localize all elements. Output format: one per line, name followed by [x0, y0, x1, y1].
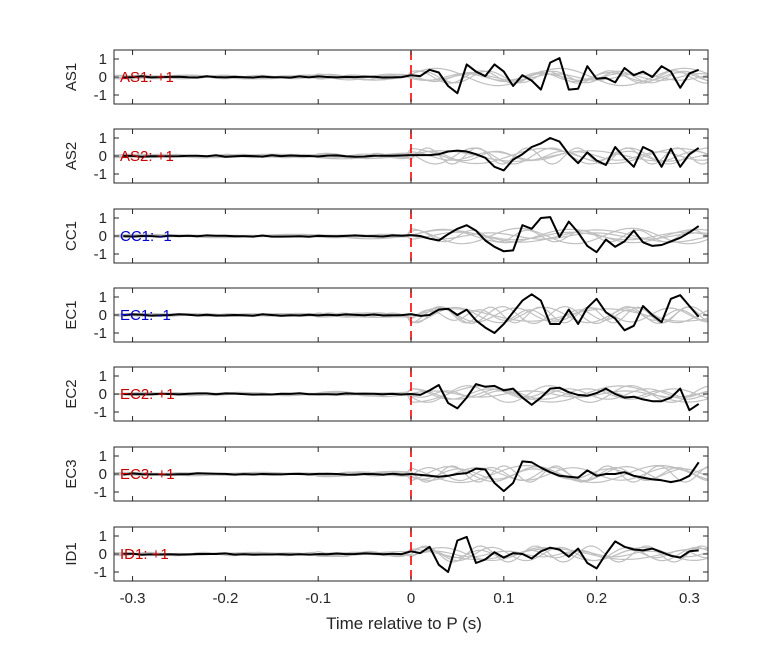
background-trace: [114, 308, 708, 322]
x-tick-label: -0.3: [120, 590, 146, 607]
panel-cc1: 10-1 CC1 CC1: -1: [63, 208, 709, 264]
main-trace: [123, 216, 700, 254]
y-tick-label: -1: [94, 87, 107, 104]
y-tick-label: -1: [94, 564, 107, 581]
y-tick-label: 1: [99, 210, 107, 227]
polarity-label: EC2: +1: [120, 386, 175, 403]
panel-ec1: 10-1 EC1 EC1: -1: [63, 287, 709, 343]
y-axis-label: CC1: [63, 221, 80, 251]
y-axis-label: AS2: [63, 142, 80, 170]
y-axis-label: EC2: [63, 379, 80, 408]
x-tick-label: 0.3: [679, 590, 700, 607]
y-tick-label: -1: [94, 246, 107, 263]
y-tick-label: 0: [99, 228, 107, 245]
main-trace: [123, 383, 700, 412]
y-tick-label: -1: [94, 484, 107, 501]
polarity-label: ID1: +1: [120, 546, 169, 563]
panel-ec3: 10-1 EC3 EC3: +1: [63, 446, 709, 502]
polarity-label: EC1: -1: [120, 307, 171, 324]
y-tick-label: 1: [99, 130, 107, 147]
y-tick-label: 1: [99, 448, 107, 465]
y-tick-label: 0: [99, 386, 107, 403]
y-axis-label: AS1: [63, 63, 80, 91]
panel-as2: 10-1 AS2 AS2: +1: [63, 128, 709, 184]
background-trace: [114, 465, 708, 483]
y-tick-label: 0: [99, 148, 107, 165]
x-tick-label: 0.1: [493, 590, 514, 607]
x-tick-label: 0.2: [586, 590, 607, 607]
y-tick-label: 0: [99, 307, 107, 324]
x-axis-label: Time relative to P (s): [326, 614, 482, 633]
polarity-label: EC3: +1: [120, 466, 175, 483]
y-tick-label: -1: [94, 404, 107, 421]
x-tick-label: -0.1: [305, 590, 331, 607]
y-axis-label: EC1: [63, 300, 80, 329]
panel-ec2: 10-1 EC2 EC2: +1: [63, 366, 709, 422]
y-axis-label: ID1: [63, 542, 80, 565]
y-tick-label: 0: [99, 466, 107, 483]
y-tick-label: 0: [99, 546, 107, 563]
polarity-label: AS2: +1: [120, 148, 174, 165]
polarity-label: CC1: -1: [120, 228, 172, 245]
y-tick-label: 1: [99, 368, 107, 385]
panel-as1: 10-1 AS1 AS1: +1: [63, 49, 709, 105]
main-trace: [123, 57, 700, 95]
y-tick-label: 1: [99, 51, 107, 68]
x-tick-label: 0: [407, 590, 415, 607]
y-tick-label: 1: [99, 528, 107, 545]
y-tick-label: -1: [94, 166, 107, 183]
y-tick-label: 0: [99, 69, 107, 86]
main-trace: [123, 137, 700, 172]
main-trace: [123, 535, 699, 573]
main-trace: [123, 293, 700, 334]
y-tick-label: -1: [94, 325, 107, 342]
main-trace: [123, 460, 700, 493]
x-tick-label: -0.2: [212, 590, 238, 607]
y-tick-label: 1: [99, 289, 107, 306]
polarity-label: AS1: +1: [120, 69, 174, 86]
x-axis: -0.3 -0.2 -0.1 0 0.1 0.2 0.3: [120, 590, 700, 607]
panel-id1: 10-1 ID1 ID1: +1: [63, 526, 709, 582]
y-axis-label: EC3: [63, 459, 80, 488]
